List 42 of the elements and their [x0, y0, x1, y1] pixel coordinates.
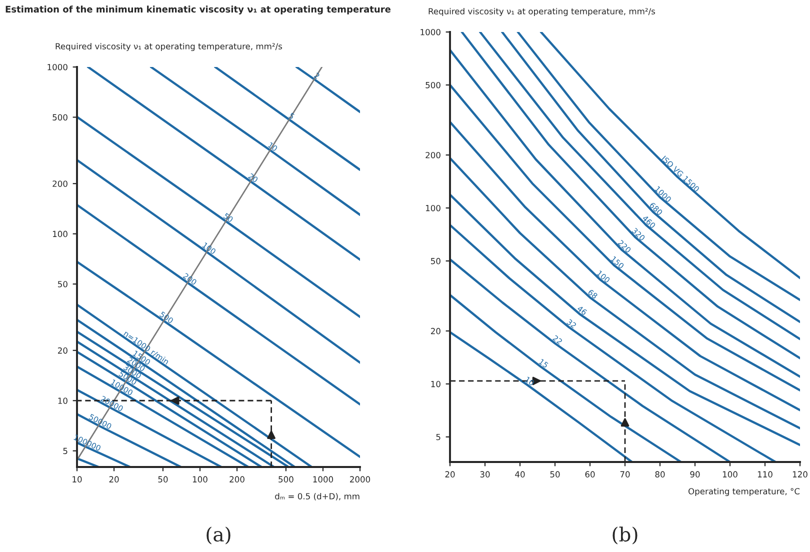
x-tick-label: 50: [550, 471, 560, 478]
y-tick-label: 5: [63, 448, 68, 454]
y-tick-label: 20: [430, 328, 440, 334]
x-tick-label: 120: [792, 471, 808, 478]
x-tick-label: 500: [278, 476, 294, 482]
x-tick-label: 20: [445, 471, 455, 478]
x-tick-label: 1000: [313, 476, 334, 482]
chart-title: Estimation of the minimum kinematic viscosity ν₁ at operating temperature: [6, 6, 391, 14]
x-tick-label: 10: [72, 476, 82, 482]
x-tick-label: 90: [690, 471, 700, 478]
y-tick-label: 10: [58, 398, 68, 404]
x-axis-title: Operating temperature, °C: [688, 488, 800, 496]
y-tick-label: 5: [436, 434, 440, 440]
y-tick-label: 100: [426, 204, 440, 212]
y-tick-label: 50: [58, 281, 68, 288]
x-tick-label: 20: [109, 476, 119, 482]
x-tick-label: 60: [585, 471, 595, 478]
x-tick-label: 100: [192, 476, 208, 482]
text: (a): [206, 526, 230, 544]
x-tick-label: 110: [758, 471, 772, 478]
y-tick-label: 1000: [420, 28, 440, 36]
y-tick-label: 200: [426, 152, 440, 158]
x-axis-title: dₘ = 0.5 (d+D), mm: [275, 492, 360, 500]
y-tick-label: 1000: [48, 64, 68, 70]
x-tick-label: 40: [515, 471, 525, 478]
x-tick-label: 50: [158, 476, 168, 482]
x-tick-label: 70: [620, 471, 630, 478]
x-tick-label: 30: [480, 471, 490, 478]
y-tick-label: 100: [52, 230, 68, 238]
x-tick-label: 100: [722, 471, 738, 478]
y-tick-label: 200: [52, 180, 68, 187]
y-tick-label: 500: [52, 114, 68, 120]
y-tick-label: 10: [431, 380, 440, 388]
x-tick-label: 80: [655, 471, 665, 478]
y-tick-label: 500: [426, 82, 440, 88]
y-axis-title: Required viscosity ν₁ at operating temperature, mm²/s: [56, 42, 282, 52]
y-tick-label: 50: [431, 258, 440, 264]
x-tick-label: 200: [230, 476, 244, 482]
y-axis-title: Required viscosity ν₁ at operating temperature, mm²/s: [428, 8, 656, 16]
y-tick-label: 20: [58, 347, 68, 354]
text: (b): [612, 526, 638, 544]
x-tick-label: 2000: [350, 476, 370, 482]
